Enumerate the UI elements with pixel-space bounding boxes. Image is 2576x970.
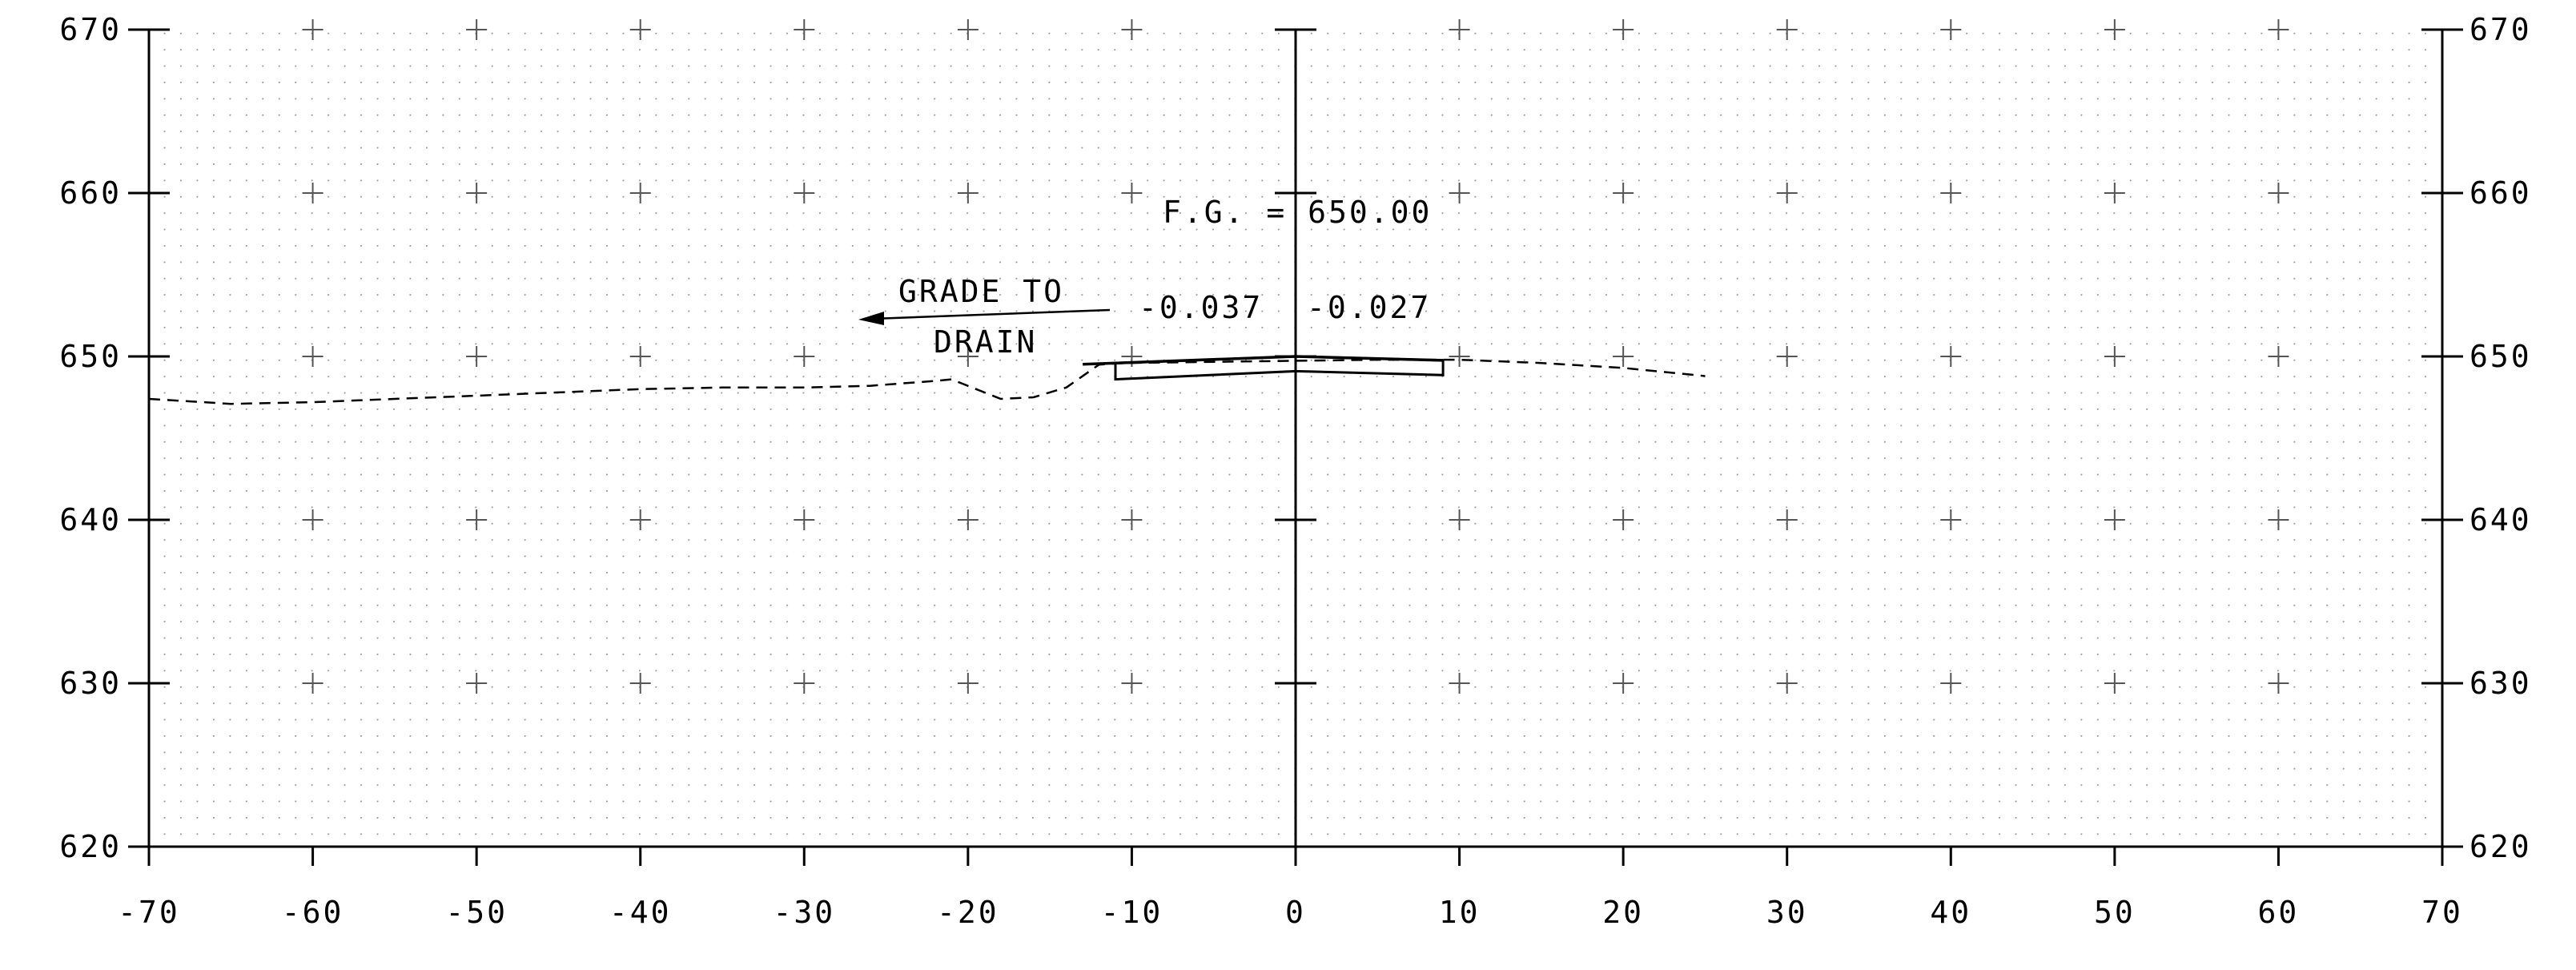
x-tick-label: 10 bbox=[1439, 895, 1481, 930]
grid-plus-marker bbox=[2104, 673, 2125, 694]
x-tick-label: -40 bbox=[609, 895, 672, 930]
grid-plus-marker bbox=[302, 346, 324, 367]
grid-plus-marker bbox=[302, 19, 324, 40]
slope-left-label: -0.037 bbox=[1139, 290, 1263, 325]
grid-plus-marker bbox=[2268, 183, 2289, 203]
y-tick-label-left: 630 bbox=[59, 666, 122, 701]
grid-plus-marker bbox=[794, 346, 815, 367]
grid-plus-marker bbox=[466, 346, 488, 367]
grid-plus-marker bbox=[794, 673, 815, 694]
grid-plus-marker bbox=[1613, 673, 1634, 694]
grid-plus-marker bbox=[466, 183, 488, 203]
grid-plus-marker bbox=[302, 509, 324, 530]
grid-plus-marker bbox=[957, 19, 979, 40]
profile-lines bbox=[148, 355, 1706, 405]
grid-plus-marker bbox=[2268, 509, 2289, 530]
x-tick-label: 70 bbox=[2421, 895, 2463, 930]
grid-plus-marker bbox=[466, 509, 488, 530]
x-tick-label: 40 bbox=[1930, 895, 1971, 930]
y-tick-label-right: 670 bbox=[2470, 12, 2532, 47]
x-tick-label: -50 bbox=[445, 895, 508, 930]
y-tick-label-left: 670 bbox=[59, 12, 122, 47]
x-tick-label: 60 bbox=[2258, 895, 2300, 930]
grid-plus-marker bbox=[957, 509, 979, 530]
x-tick-label: 30 bbox=[1766, 895, 1808, 930]
grid-plus-marker bbox=[629, 673, 651, 694]
grid-plus-marker bbox=[302, 673, 324, 694]
y-tick-label-left: 650 bbox=[59, 339, 122, 374]
grid-plus-marker bbox=[957, 183, 979, 203]
grid-plus-marker bbox=[1449, 509, 1470, 530]
y-tick-label-right: 630 bbox=[2470, 666, 2532, 701]
y-tick-label-right: 620 bbox=[2470, 829, 2532, 864]
grid-plus-marker bbox=[1940, 183, 1962, 203]
grid-plus-marker bbox=[2104, 346, 2125, 367]
grid-plus-marker bbox=[466, 673, 488, 694]
grid-plus-marker bbox=[1776, 183, 1798, 203]
y-tick-label-right: 660 bbox=[2470, 175, 2532, 211]
major-grid-markers bbox=[302, 19, 2289, 694]
grid-plus-marker bbox=[1613, 183, 1634, 203]
x-tick-label: -60 bbox=[282, 895, 344, 930]
grid-plus-marker bbox=[1121, 19, 1143, 40]
grid-plus-marker bbox=[1121, 673, 1143, 694]
grid-plus-marker bbox=[629, 509, 651, 530]
grid-plus-marker bbox=[794, 19, 815, 40]
y-tick-label-left: 620 bbox=[59, 829, 122, 864]
grid-plus-marker bbox=[466, 19, 488, 40]
grid-plus-marker bbox=[629, 183, 651, 203]
y-axis-ticks: 620 620 630 630 640 640 650 650 660 660 670 670 bbox=[59, 12, 2532, 864]
grid-plus-marker bbox=[2104, 183, 2125, 203]
x-tick-label: -70 bbox=[118, 895, 180, 930]
y-tick-label-right: 650 bbox=[2470, 339, 2532, 374]
grid-plus-marker bbox=[1613, 19, 1634, 40]
grid-plus-marker bbox=[2104, 509, 2125, 530]
y-tick-label-right: 640 bbox=[2470, 502, 2532, 537]
grid-plus-marker bbox=[794, 509, 815, 530]
x-tick-label: 20 bbox=[1602, 895, 1644, 930]
grid-plus-marker bbox=[629, 19, 651, 40]
grid-plus-marker bbox=[2104, 19, 2125, 40]
x-tick-label: -10 bbox=[1101, 895, 1163, 930]
grid-plus-marker bbox=[1940, 509, 1962, 530]
grid-plus-marker bbox=[957, 673, 979, 694]
grid-plus-marker bbox=[1940, 346, 1962, 367]
grid-plus-marker bbox=[2268, 346, 2289, 367]
grade-arrow bbox=[858, 308, 1111, 325]
grid-plus-marker bbox=[1121, 509, 1143, 530]
grid-plus-marker bbox=[1940, 673, 1962, 694]
grid-plus-marker bbox=[302, 183, 324, 203]
slope-right-label: -0.027 bbox=[1307, 290, 1431, 325]
grid-plus-marker bbox=[1940, 19, 1962, 40]
x-tick-label: 0 bbox=[1285, 895, 1306, 930]
grid-plus-marker bbox=[2268, 19, 2289, 40]
grid-plus-marker bbox=[1449, 346, 1470, 367]
pavement-right-section bbox=[1294, 355, 1445, 376]
grid-plus-marker bbox=[2268, 673, 2289, 694]
fg-label: F.G. = 650.00 bbox=[1163, 195, 1432, 230]
grid-plus-marker bbox=[1613, 346, 1634, 367]
grid-plus-marker bbox=[1449, 19, 1470, 40]
grid-plus-marker bbox=[629, 346, 651, 367]
grid-plus-marker bbox=[1121, 183, 1143, 203]
grid-plus-marker bbox=[1776, 346, 1798, 367]
existing-ground-line bbox=[148, 358, 1706, 405]
x-tick-label: -20 bbox=[937, 895, 999, 930]
grade-to-label: GRADE TO bbox=[898, 274, 1064, 309]
x-tick-label: 50 bbox=[2094, 895, 2136, 930]
y-tick-label-left: 640 bbox=[59, 502, 122, 537]
grid-plus-marker bbox=[1776, 509, 1798, 530]
grid-plus-marker bbox=[794, 183, 815, 203]
grid-plus-marker bbox=[1776, 673, 1798, 694]
grid-plus-marker bbox=[1776, 19, 1798, 40]
x-tick-label: -30 bbox=[773, 895, 835, 930]
grid-plus-marker bbox=[1613, 509, 1634, 530]
drain-label: DRAIN bbox=[934, 324, 1037, 360]
x-axis-ticks: -70 -60 -50 -40 -30 -20 -10 0 10 20 30 40 50 60 70 bbox=[118, 847, 2463, 930]
grid-plus-marker bbox=[1449, 673, 1470, 694]
y-tick-label-left: 660 bbox=[59, 175, 122, 211]
grid-plus-marker bbox=[1449, 183, 1470, 203]
grid-plus-marker bbox=[957, 346, 979, 367]
